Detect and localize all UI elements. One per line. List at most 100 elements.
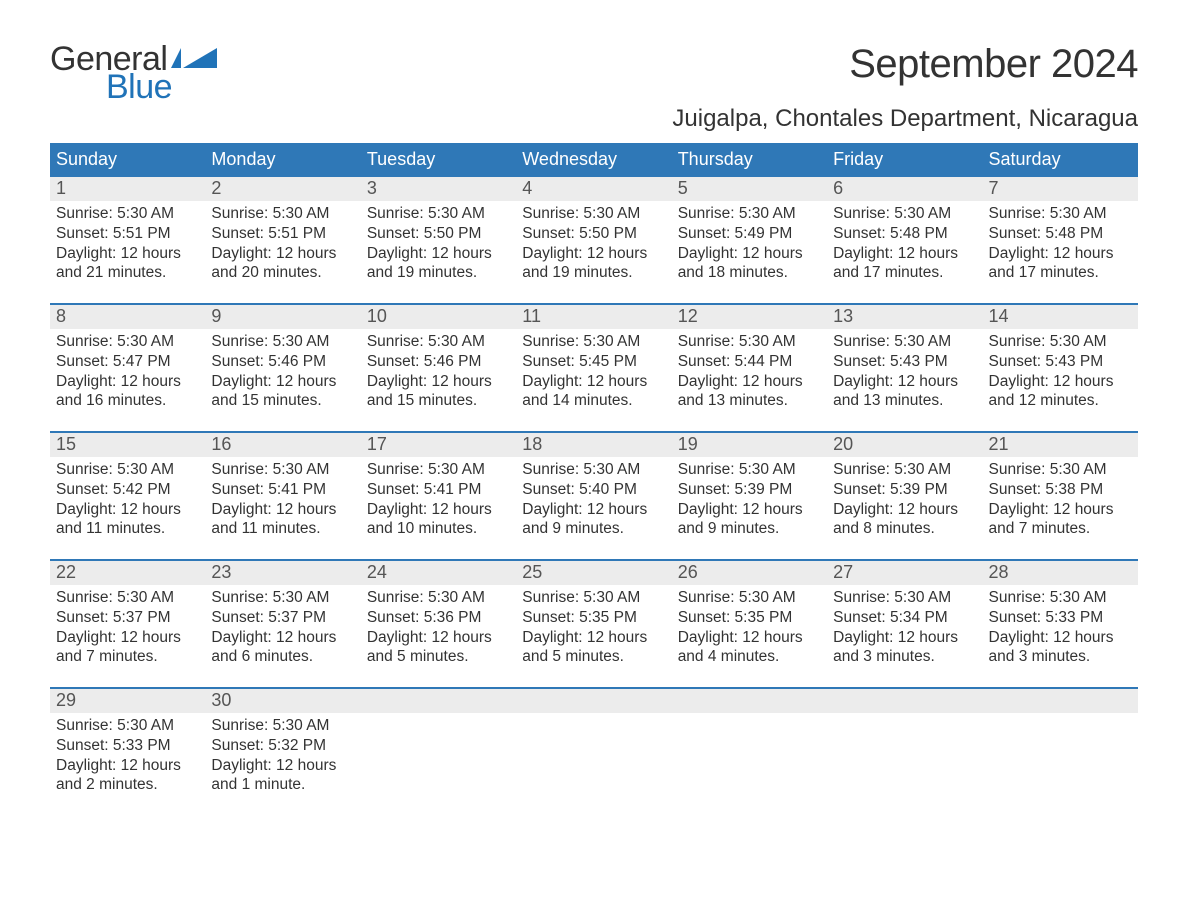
day-sunrise: Sunrise: 5:30 AM (211, 588, 354, 608)
day-number: 2 (205, 177, 360, 201)
calendar-day: 15Sunrise: 5:30 AMSunset: 5:42 PMDayligh… (50, 433, 205, 559)
day-body: Sunrise: 5:30 AMSunset: 5:48 PMDaylight:… (827, 201, 982, 287)
day-body: Sunrise: 5:30 AMSunset: 5:49 PMDaylight:… (672, 201, 827, 287)
calendar-day: 10Sunrise: 5:30 AMSunset: 5:46 PMDayligh… (361, 305, 516, 431)
day-sunrise: Sunrise: 5:30 AM (56, 204, 199, 224)
day-day1: Daylight: 12 hours (678, 244, 821, 264)
day-body: Sunrise: 5:30 AMSunset: 5:39 PMDaylight:… (672, 457, 827, 543)
calendar-week: 1Sunrise: 5:30 AMSunset: 5:51 PMDaylight… (50, 175, 1138, 303)
day-sunset: Sunset: 5:49 PM (678, 224, 821, 244)
day-body: Sunrise: 5:30 AMSunset: 5:38 PMDaylight:… (983, 457, 1138, 543)
day-body (672, 713, 827, 720)
day-sunrise: Sunrise: 5:30 AM (989, 460, 1132, 480)
day-number: 27 (827, 561, 982, 585)
day-sunset: Sunset: 5:40 PM (522, 480, 665, 500)
day-body: Sunrise: 5:30 AMSunset: 5:43 PMDaylight:… (827, 329, 982, 415)
calendar-day (983, 689, 1138, 815)
calendar-day: 8Sunrise: 5:30 AMSunset: 5:47 PMDaylight… (50, 305, 205, 431)
day-body: Sunrise: 5:30 AMSunset: 5:45 PMDaylight:… (516, 329, 671, 415)
day-body (516, 713, 671, 720)
day-day1: Daylight: 12 hours (989, 500, 1132, 520)
day-body: Sunrise: 5:30 AMSunset: 5:46 PMDaylight:… (361, 329, 516, 415)
day-sunrise: Sunrise: 5:30 AM (989, 204, 1132, 224)
day-number (983, 689, 1138, 713)
day-number: 4 (516, 177, 671, 201)
day-day1: Daylight: 12 hours (833, 244, 976, 264)
day-day1: Daylight: 12 hours (56, 244, 199, 264)
day-sunset: Sunset: 5:50 PM (367, 224, 510, 244)
day-day1: Daylight: 12 hours (211, 372, 354, 392)
day-body: Sunrise: 5:30 AMSunset: 5:33 PMDaylight:… (50, 713, 205, 799)
weekday-tuesday: Tuesday (361, 145, 516, 175)
day-body: Sunrise: 5:30 AMSunset: 5:37 PMDaylight:… (205, 585, 360, 671)
day-number: 9 (205, 305, 360, 329)
day-number (827, 689, 982, 713)
day-number: 10 (361, 305, 516, 329)
day-sunrise: Sunrise: 5:30 AM (211, 716, 354, 736)
day-sunset: Sunset: 5:50 PM (522, 224, 665, 244)
day-body (827, 713, 982, 720)
day-sunset: Sunset: 5:43 PM (833, 352, 976, 372)
day-number: 1 (50, 177, 205, 201)
day-day1: Daylight: 12 hours (367, 500, 510, 520)
day-sunset: Sunset: 5:51 PM (56, 224, 199, 244)
day-day1: Daylight: 12 hours (367, 372, 510, 392)
day-day1: Daylight: 12 hours (678, 500, 821, 520)
calendar-week: 8Sunrise: 5:30 AMSunset: 5:47 PMDaylight… (50, 303, 1138, 431)
day-day2: and 4 minutes. (678, 647, 821, 667)
day-day1: Daylight: 12 hours (56, 500, 199, 520)
page-title: September 2024 (672, 42, 1138, 87)
day-sunrise: Sunrise: 5:30 AM (211, 460, 354, 480)
day-day2: and 19 minutes. (367, 263, 510, 283)
day-sunrise: Sunrise: 5:30 AM (56, 716, 199, 736)
day-sunrise: Sunrise: 5:30 AM (989, 332, 1132, 352)
day-body: Sunrise: 5:30 AMSunset: 5:46 PMDaylight:… (205, 329, 360, 415)
day-day2: and 15 minutes. (367, 391, 510, 411)
day-sunrise: Sunrise: 5:30 AM (211, 332, 354, 352)
day-day1: Daylight: 12 hours (678, 372, 821, 392)
weekday-friday: Friday (827, 145, 982, 175)
day-day1: Daylight: 12 hours (989, 372, 1132, 392)
day-day1: Daylight: 12 hours (56, 628, 199, 648)
calendar-day: 7Sunrise: 5:30 AMSunset: 5:48 PMDaylight… (983, 177, 1138, 303)
day-sunset: Sunset: 5:48 PM (989, 224, 1132, 244)
day-day2: and 20 minutes. (211, 263, 354, 283)
day-body: Sunrise: 5:30 AMSunset: 5:48 PMDaylight:… (983, 201, 1138, 287)
weekday-wednesday: Wednesday (516, 145, 671, 175)
calendar-day: 24Sunrise: 5:30 AMSunset: 5:36 PMDayligh… (361, 561, 516, 687)
calendar-day: 27Sunrise: 5:30 AMSunset: 5:34 PMDayligh… (827, 561, 982, 687)
day-sunrise: Sunrise: 5:30 AM (56, 588, 199, 608)
day-sunrise: Sunrise: 5:30 AM (678, 588, 821, 608)
header: General Blue September 2024 Juigalpa, Ch… (50, 42, 1138, 133)
day-body: Sunrise: 5:30 AMSunset: 5:51 PMDaylight:… (205, 201, 360, 287)
day-day2: and 11 minutes. (211, 519, 354, 539)
day-sunset: Sunset: 5:47 PM (56, 352, 199, 372)
day-sunrise: Sunrise: 5:30 AM (367, 588, 510, 608)
day-body: Sunrise: 5:30 AMSunset: 5:37 PMDaylight:… (50, 585, 205, 671)
day-number: 20 (827, 433, 982, 457)
day-sunset: Sunset: 5:35 PM (522, 608, 665, 628)
weeks-container: 1Sunrise: 5:30 AMSunset: 5:51 PMDaylight… (50, 175, 1138, 815)
day-sunset: Sunset: 5:36 PM (367, 608, 510, 628)
day-sunrise: Sunrise: 5:30 AM (56, 332, 199, 352)
day-day1: Daylight: 12 hours (211, 244, 354, 264)
calendar-day: 6Sunrise: 5:30 AMSunset: 5:48 PMDaylight… (827, 177, 982, 303)
day-body: Sunrise: 5:30 AMSunset: 5:41 PMDaylight:… (205, 457, 360, 543)
day-number: 15 (50, 433, 205, 457)
day-sunset: Sunset: 5:48 PM (833, 224, 976, 244)
day-number: 16 (205, 433, 360, 457)
day-day2: and 8 minutes. (833, 519, 976, 539)
calendar-day: 13Sunrise: 5:30 AMSunset: 5:43 PMDayligh… (827, 305, 982, 431)
day-sunrise: Sunrise: 5:30 AM (833, 204, 976, 224)
day-sunrise: Sunrise: 5:30 AM (522, 460, 665, 480)
calendar-day: 26Sunrise: 5:30 AMSunset: 5:35 PMDayligh… (672, 561, 827, 687)
day-body: Sunrise: 5:30 AMSunset: 5:35 PMDaylight:… (516, 585, 671, 671)
day-sunset: Sunset: 5:35 PM (678, 608, 821, 628)
calendar-day: 28Sunrise: 5:30 AMSunset: 5:33 PMDayligh… (983, 561, 1138, 687)
day-day2: and 2 minutes. (56, 775, 199, 795)
day-number: 3 (361, 177, 516, 201)
day-number: 12 (672, 305, 827, 329)
day-day1: Daylight: 12 hours (833, 500, 976, 520)
day-sunset: Sunset: 5:39 PM (833, 480, 976, 500)
day-body: Sunrise: 5:30 AMSunset: 5:40 PMDaylight:… (516, 457, 671, 543)
